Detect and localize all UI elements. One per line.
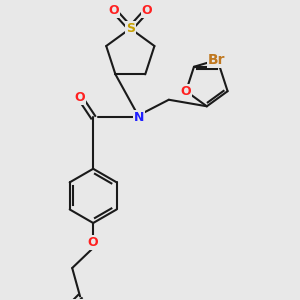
Text: O: O [88, 236, 98, 249]
Text: O: O [75, 91, 86, 104]
Text: S: S [126, 22, 135, 35]
Text: Br: Br [208, 53, 226, 67]
Text: O: O [108, 4, 119, 16]
Text: N: N [134, 111, 144, 124]
Text: O: O [142, 4, 152, 16]
Text: O: O [181, 85, 191, 98]
